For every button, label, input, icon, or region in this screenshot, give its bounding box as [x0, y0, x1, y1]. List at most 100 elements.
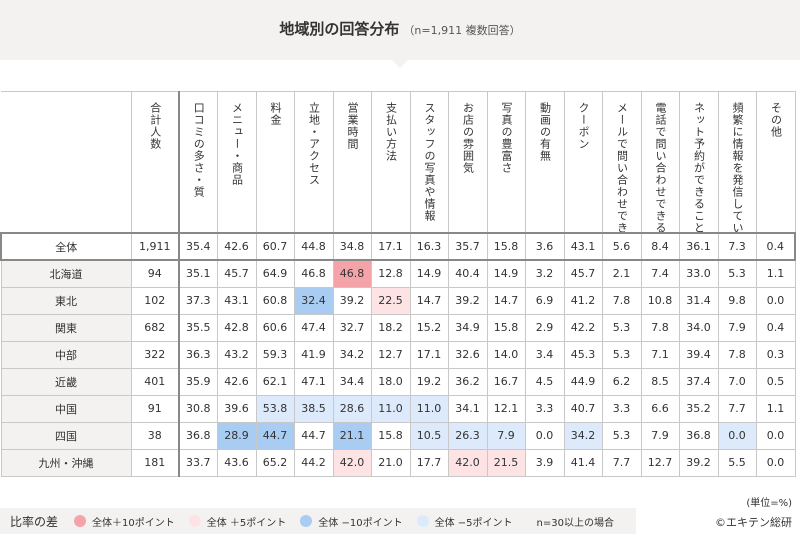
table-cell: 41.2	[563, 286, 603, 315]
table-cell: 8.5	[640, 367, 680, 396]
column-header: 写真の豊富さ	[486, 91, 526, 234]
table-cell: 7.9	[640, 421, 680, 450]
column-header: ネット予約ができること	[678, 91, 719, 234]
table-cell: 35.2	[678, 394, 719, 423]
table-row: 東北 102 37.3 43.1 60.8 32.4 39.2 22.5 14.7 39.2 14.…	[0, 286, 796, 315]
legend-label-plus10: 全体＋10ポイント	[92, 517, 175, 529]
table-cell: 0.5	[755, 367, 796, 396]
table-cell: 30.8	[178, 394, 218, 423]
table-cell: 35.9	[178, 367, 218, 396]
legend-swatch-plus5	[188, 515, 201, 527]
legend-item-plus5: 全体 ＋5ポイント	[188, 514, 286, 529]
table-cell: 6.9	[524, 286, 565, 315]
column-header-label: 料金	[269, 102, 282, 126]
row-label: 九州・沖縄	[0, 448, 132, 477]
table-cell: 42.0	[332, 448, 372, 477]
table-cell: 60.7	[255, 232, 295, 261]
table-cell: 7.7	[717, 394, 757, 423]
column-header: クーポン	[563, 91, 603, 234]
column-header-label: クーポン	[577, 102, 590, 150]
table-cell: 15.2	[409, 313, 449, 342]
title-notch	[392, 60, 408, 68]
title-main: 地域別の回答分布	[279, 20, 400, 38]
table-cell: 3.2	[524, 259, 565, 288]
column-header: 口コミの多さ・質	[178, 91, 218, 234]
column-header-label: その他	[769, 102, 783, 138]
table-cell: 35.5	[178, 313, 218, 342]
column-header: スタッフの写真や情報	[409, 91, 449, 234]
table-cell: 65.2	[255, 448, 295, 477]
table-cell: 34.9	[447, 313, 488, 342]
table-cell: 16.7	[486, 367, 526, 396]
column-header: その他	[755, 91, 796, 234]
legend-label-minus10: 全体 −10ポイント	[318, 517, 403, 529]
table-cell: 34.8	[332, 232, 372, 261]
title-subtitle: （n=1,911 複数回答）	[403, 24, 521, 37]
legend-item-plus10: 全体＋10ポイント	[74, 514, 175, 529]
table-cell: 40.7	[563, 394, 603, 423]
table-cell: 53.8	[255, 394, 295, 423]
table-cell: 18.0	[370, 367, 411, 396]
table-cell: 22.5	[370, 286, 411, 315]
table-cell: 39.2	[447, 286, 488, 315]
row-label: 中国	[0, 394, 132, 423]
table-cell: 39.4	[678, 340, 719, 369]
column-header-label: 立地・アクセス	[307, 102, 321, 186]
table-row: 全体 1,911 35.4 42.6 60.7 44.8 34.8 17.1 16.3 35.7 1…	[0, 232, 796, 261]
table-cell: 39.2	[332, 286, 372, 315]
table-cell: 47.1	[293, 367, 334, 396]
table-cell: 1.1	[755, 259, 796, 288]
column-header: 合計人数	[130, 91, 180, 234]
table-cell: 39.6	[216, 394, 257, 423]
table-cell: 0.4	[755, 313, 796, 342]
table-cell: 7.1	[640, 340, 680, 369]
table-cell: 33.0	[678, 259, 719, 288]
table-cell: 3.6	[524, 232, 565, 261]
table-cell: 7.7	[601, 448, 642, 477]
table-cell: 32.7	[332, 313, 372, 342]
column-header-label: 頻繁に情報を発信していること	[731, 102, 744, 233]
table-cell: 1.1	[755, 394, 796, 423]
table-cell: 7.9	[486, 421, 526, 450]
table-cell: 7.9	[717, 313, 757, 342]
regional-table: 合計人数 口コミの多さ・質 メニュー・商品 料金 立地・アクセス 営業時間 支払い方法 スタッ…	[0, 91, 796, 477]
table-cell: 21.1	[332, 421, 372, 450]
table-cell: 19.2	[409, 367, 449, 396]
table-cell: 42.8	[216, 313, 257, 342]
table-cell: 14.7	[486, 286, 526, 315]
column-header: 立地・アクセス	[293, 91, 334, 234]
column-header-label: 口コミの多さ・質	[192, 102, 206, 198]
table-cell: 10.8	[640, 286, 680, 315]
table-cell: 60.6	[255, 313, 295, 342]
table-cell: 32.4	[293, 286, 334, 315]
table-cell: 15.8	[486, 232, 526, 261]
table-cell: 34.1	[447, 394, 488, 423]
legend-item-minus5: 全体 −5ポイント	[416, 514, 513, 529]
table-cell: 7.8	[601, 286, 642, 315]
table-cell: 31.4	[678, 286, 719, 315]
header-row: 合計人数 口コミの多さ・質 メニュー・商品 料金 立地・アクセス 営業時間 支払い方法 スタッ…	[1, 91, 796, 234]
row-label: 中部	[0, 340, 132, 369]
table-cell: 34.4	[332, 367, 372, 396]
table-cell: 37.4	[678, 367, 719, 396]
table-cell: 43.1	[216, 286, 257, 315]
table-cell: 11.0	[409, 394, 449, 423]
column-header-label: 電話で問い合わせできること	[654, 102, 667, 233]
column-header-label: 動画の有無	[538, 102, 552, 162]
table-cell: 64.9	[255, 259, 295, 288]
table-cell: 7.0	[717, 367, 757, 396]
unit-note: (単位=%)	[746, 498, 792, 509]
table-cell: 9.8	[717, 286, 757, 315]
legend-swatch-minus10	[300, 515, 313, 527]
table-cell: 36.8	[178, 421, 218, 450]
table-cell: 0.0	[717, 421, 757, 450]
table-row: 北海道 94 35.1 45.7 64.9 46.8 46.8 12.8 14.9 40.4 14.…	[0, 259, 796, 288]
table-cell: 18.2	[370, 313, 411, 342]
table-cell: 12.7	[640, 448, 680, 477]
table-cell: 36.1	[678, 232, 719, 261]
legend-swatch-minus5	[416, 515, 429, 527]
table-cell: 5.6	[601, 232, 642, 261]
table-cell: 0.0	[755, 286, 796, 315]
table-cell: 8.4	[640, 232, 680, 261]
table-cell: 45.3	[563, 340, 603, 369]
